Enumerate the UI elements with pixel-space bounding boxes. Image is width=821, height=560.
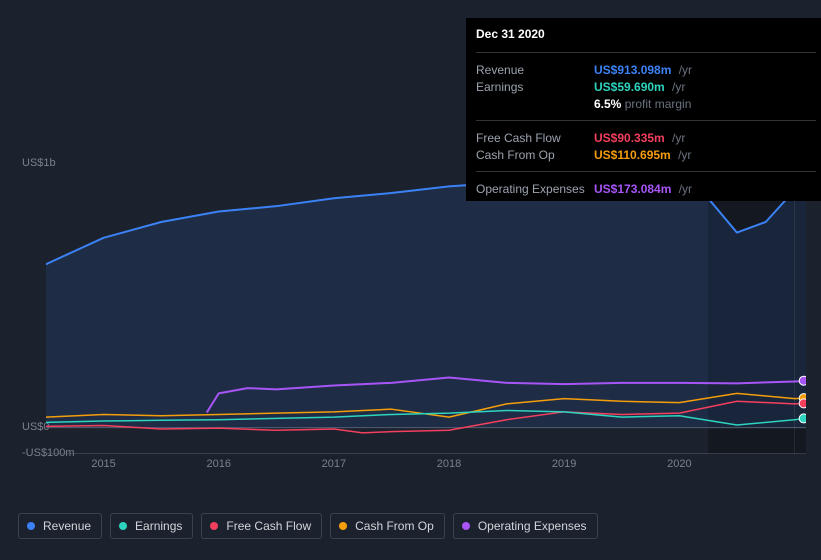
tooltip-rows: RevenueUS$913.098m /yrEarningsUS$59.690m… <box>476 44 816 197</box>
legend-item-operating-expenses[interactable]: Operating Expenses <box>453 513 598 539</box>
legend-item-cash-from-op[interactable]: Cash From Op <box>330 513 445 539</box>
legend-swatch <box>119 522 127 530</box>
legend-swatch <box>210 522 218 530</box>
legend-label: Operating Expenses <box>478 519 587 533</box>
legend-label: Earnings <box>135 519 182 533</box>
data-tooltip: Dec 31 2020 RevenueUS$913.098m /yrEarnin… <box>466 18 821 201</box>
legend-item-revenue[interactable]: Revenue <box>18 513 102 539</box>
legend-swatch <box>27 522 35 530</box>
legend-label: Revenue <box>43 519 91 533</box>
tooltip-date: Dec 31 2020 <box>476 24 816 44</box>
financials-chart: US$1bUS$0-US$100m 2015201620172018201920… <box>16 156 806 478</box>
chart-legend: Revenue Earnings Free Cash Flow Cash From O… <box>18 513 598 539</box>
legend-label: Cash From Op <box>355 519 434 533</box>
legend-label: Free Cash Flow <box>226 519 311 533</box>
legend-swatch <box>462 522 470 530</box>
plot-area[interactable] <box>46 164 806 454</box>
legend-item-free-cash-flow[interactable]: Free Cash Flow <box>201 513 322 539</box>
legend-item-earnings[interactable]: Earnings <box>110 513 193 539</box>
legend-swatch <box>339 522 347 530</box>
